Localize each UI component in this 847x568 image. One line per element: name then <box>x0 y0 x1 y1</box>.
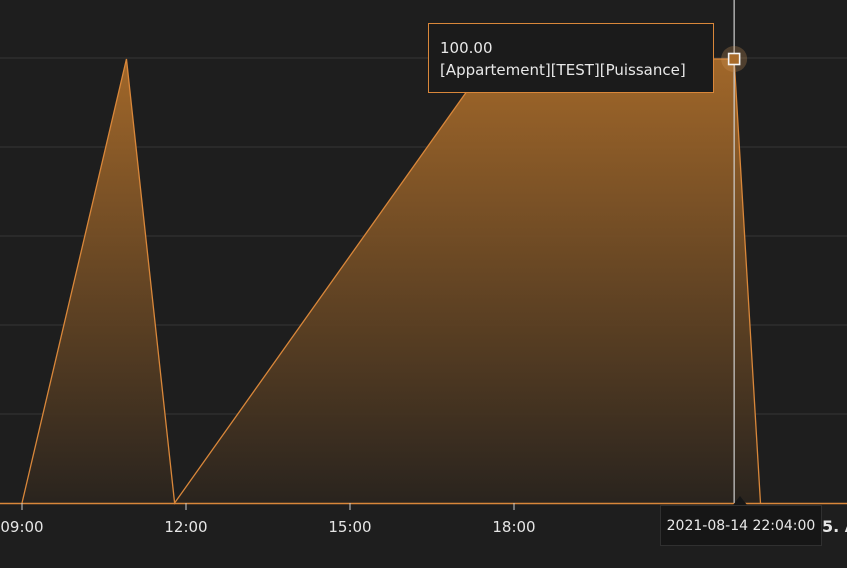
tooltip-value: 100.00 <box>440 39 493 57</box>
crosshair <box>721 0 748 503</box>
x-tick-label: 12:00 <box>164 518 207 536</box>
x-tick-label-partial: 5. A <box>822 517 847 536</box>
hover-point-marker[interactable] <box>727 52 741 66</box>
series-area <box>21 58 762 505</box>
tooltip-series-label: [Appartement][TEST][Puissance] <box>440 61 686 79</box>
x-tick-label: 18:00 <box>492 518 535 536</box>
series-line <box>21 58 762 505</box>
x-axis: 09:00 12:00 15:00 18:00 5. A <box>0 502 847 536</box>
crosshair-time-label: 2021-08-14 22:04:00 <box>660 505 822 546</box>
x-tick-label: 09:00 <box>0 518 43 536</box>
tooltip: 100.00 [Appartement][TEST][Puissance] <box>428 23 714 93</box>
crosshair-label-pointer <box>733 496 747 505</box>
series-area-fill <box>22 59 761 503</box>
x-tick-label: 15:00 <box>328 518 371 536</box>
